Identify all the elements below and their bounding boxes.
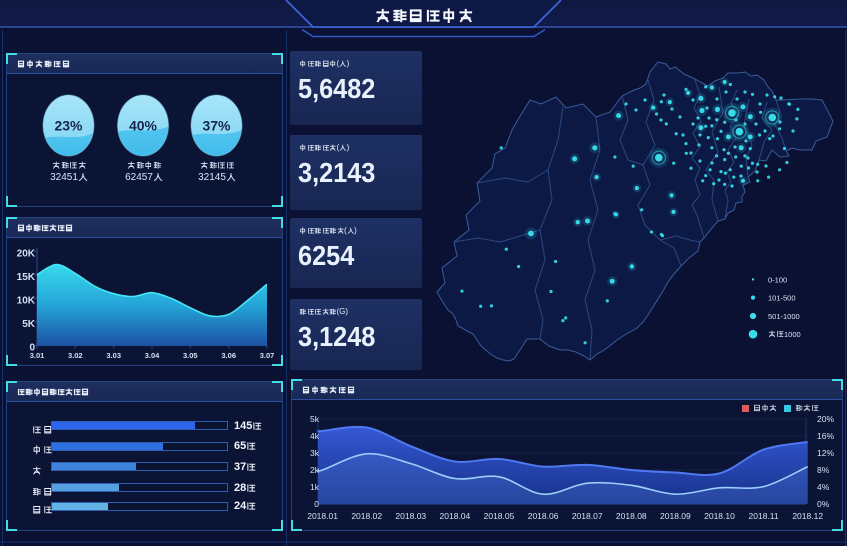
svg-text:0: 0 [29,343,35,354]
svg-text:2018.11: 2018.11 [749,511,779,521]
svg-text:16%: 16% [817,431,834,441]
svg-text:0: 0 [314,499,319,509]
svg-text:2018.04: 2018.04 [440,511,471,521]
svg-text:2018.02: 2018.02 [351,511,382,521]
svg-text:2018.01: 2018.01 [307,511,338,521]
svg-text:0%: 0% [817,499,830,509]
svg-text:4k: 4k [310,431,320,441]
svg-text:3.07: 3.07 [260,351,275,360]
svg-text:3.04: 3.04 [145,351,160,360]
svg-text:501-1000: 501-1000 [768,312,800,321]
svg-text:1k: 1k [310,482,320,492]
svg-text:3.05: 3.05 [183,351,198,360]
svg-text:2018.10: 2018.10 [704,511,735,521]
svg-text:12%: 12% [817,448,834,458]
svg-text:2018.05: 2018.05 [484,511,515,521]
svg-text:20%: 20% [817,414,834,424]
svg-text:3.01: 3.01 [30,351,45,360]
svg-text:2018.09: 2018.09 [660,511,691,521]
svg-text:20K: 20K [17,248,36,259]
svg-text:2018.08: 2018.08 [616,511,647,521]
svg-text:3.02: 3.02 [68,351,83,360]
svg-text:37%: 37% [202,118,231,134]
svg-text:4%: 4% [817,482,830,492]
svg-text:3k: 3k [310,448,320,458]
svg-text:40%: 40% [129,118,158,134]
svg-text:5k: 5k [310,414,320,424]
svg-text:2018.03: 2018.03 [395,511,426,521]
svg-text:2018.06: 2018.06 [528,511,559,521]
svg-text:2018.12: 2018.12 [792,511,823,521]
svg-text:15K: 15K [17,272,36,283]
svg-text:3.03: 3.03 [106,351,121,360]
svg-text:5K: 5K [22,319,36,330]
svg-text:2018.07: 2018.07 [572,511,603,521]
svg-text:10K: 10K [17,295,36,306]
svg-text:3.06: 3.06 [221,351,236,360]
svg-text:101-500: 101-500 [768,294,796,303]
svg-text:2k: 2k [310,465,320,475]
svg-text:8%: 8% [817,465,830,475]
svg-text:0-100: 0-100 [768,275,787,284]
svg-text:23%: 23% [54,118,83,134]
